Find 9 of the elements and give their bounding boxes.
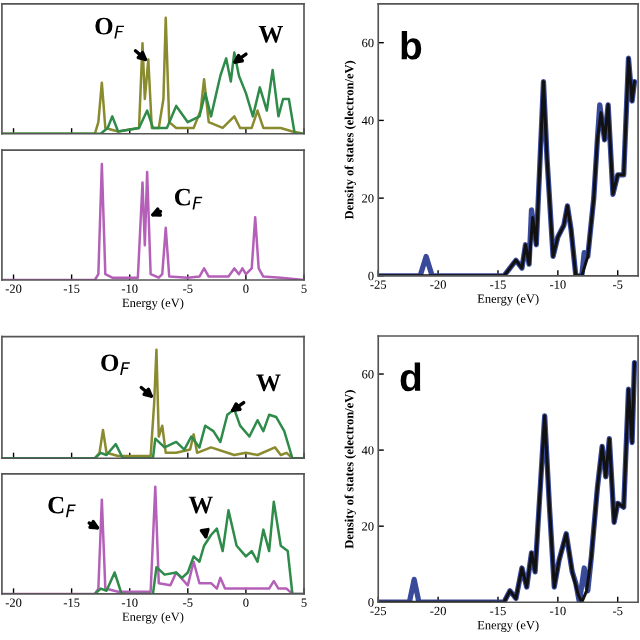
- annotation: O$_{F}$: [101, 354, 130, 376]
- annotation: d: [400, 362, 421, 392]
- annotation: W: [256, 374, 281, 392]
- annotation: C$_{F}$: [48, 496, 76, 518]
- annotation: C$_{F}$: [174, 188, 203, 210]
- annotation: O$_{F}$: [95, 17, 125, 39]
- annotation: W: [188, 496, 213, 514]
- annotation: W: [258, 26, 283, 43]
- annotation: b: [401, 31, 422, 60]
